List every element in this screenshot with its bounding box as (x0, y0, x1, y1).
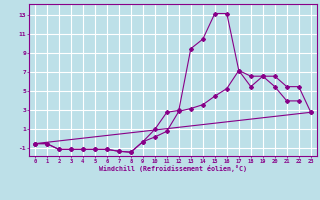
X-axis label: Windchill (Refroidissement éolien,°C): Windchill (Refroidissement éolien,°C) (99, 165, 247, 172)
